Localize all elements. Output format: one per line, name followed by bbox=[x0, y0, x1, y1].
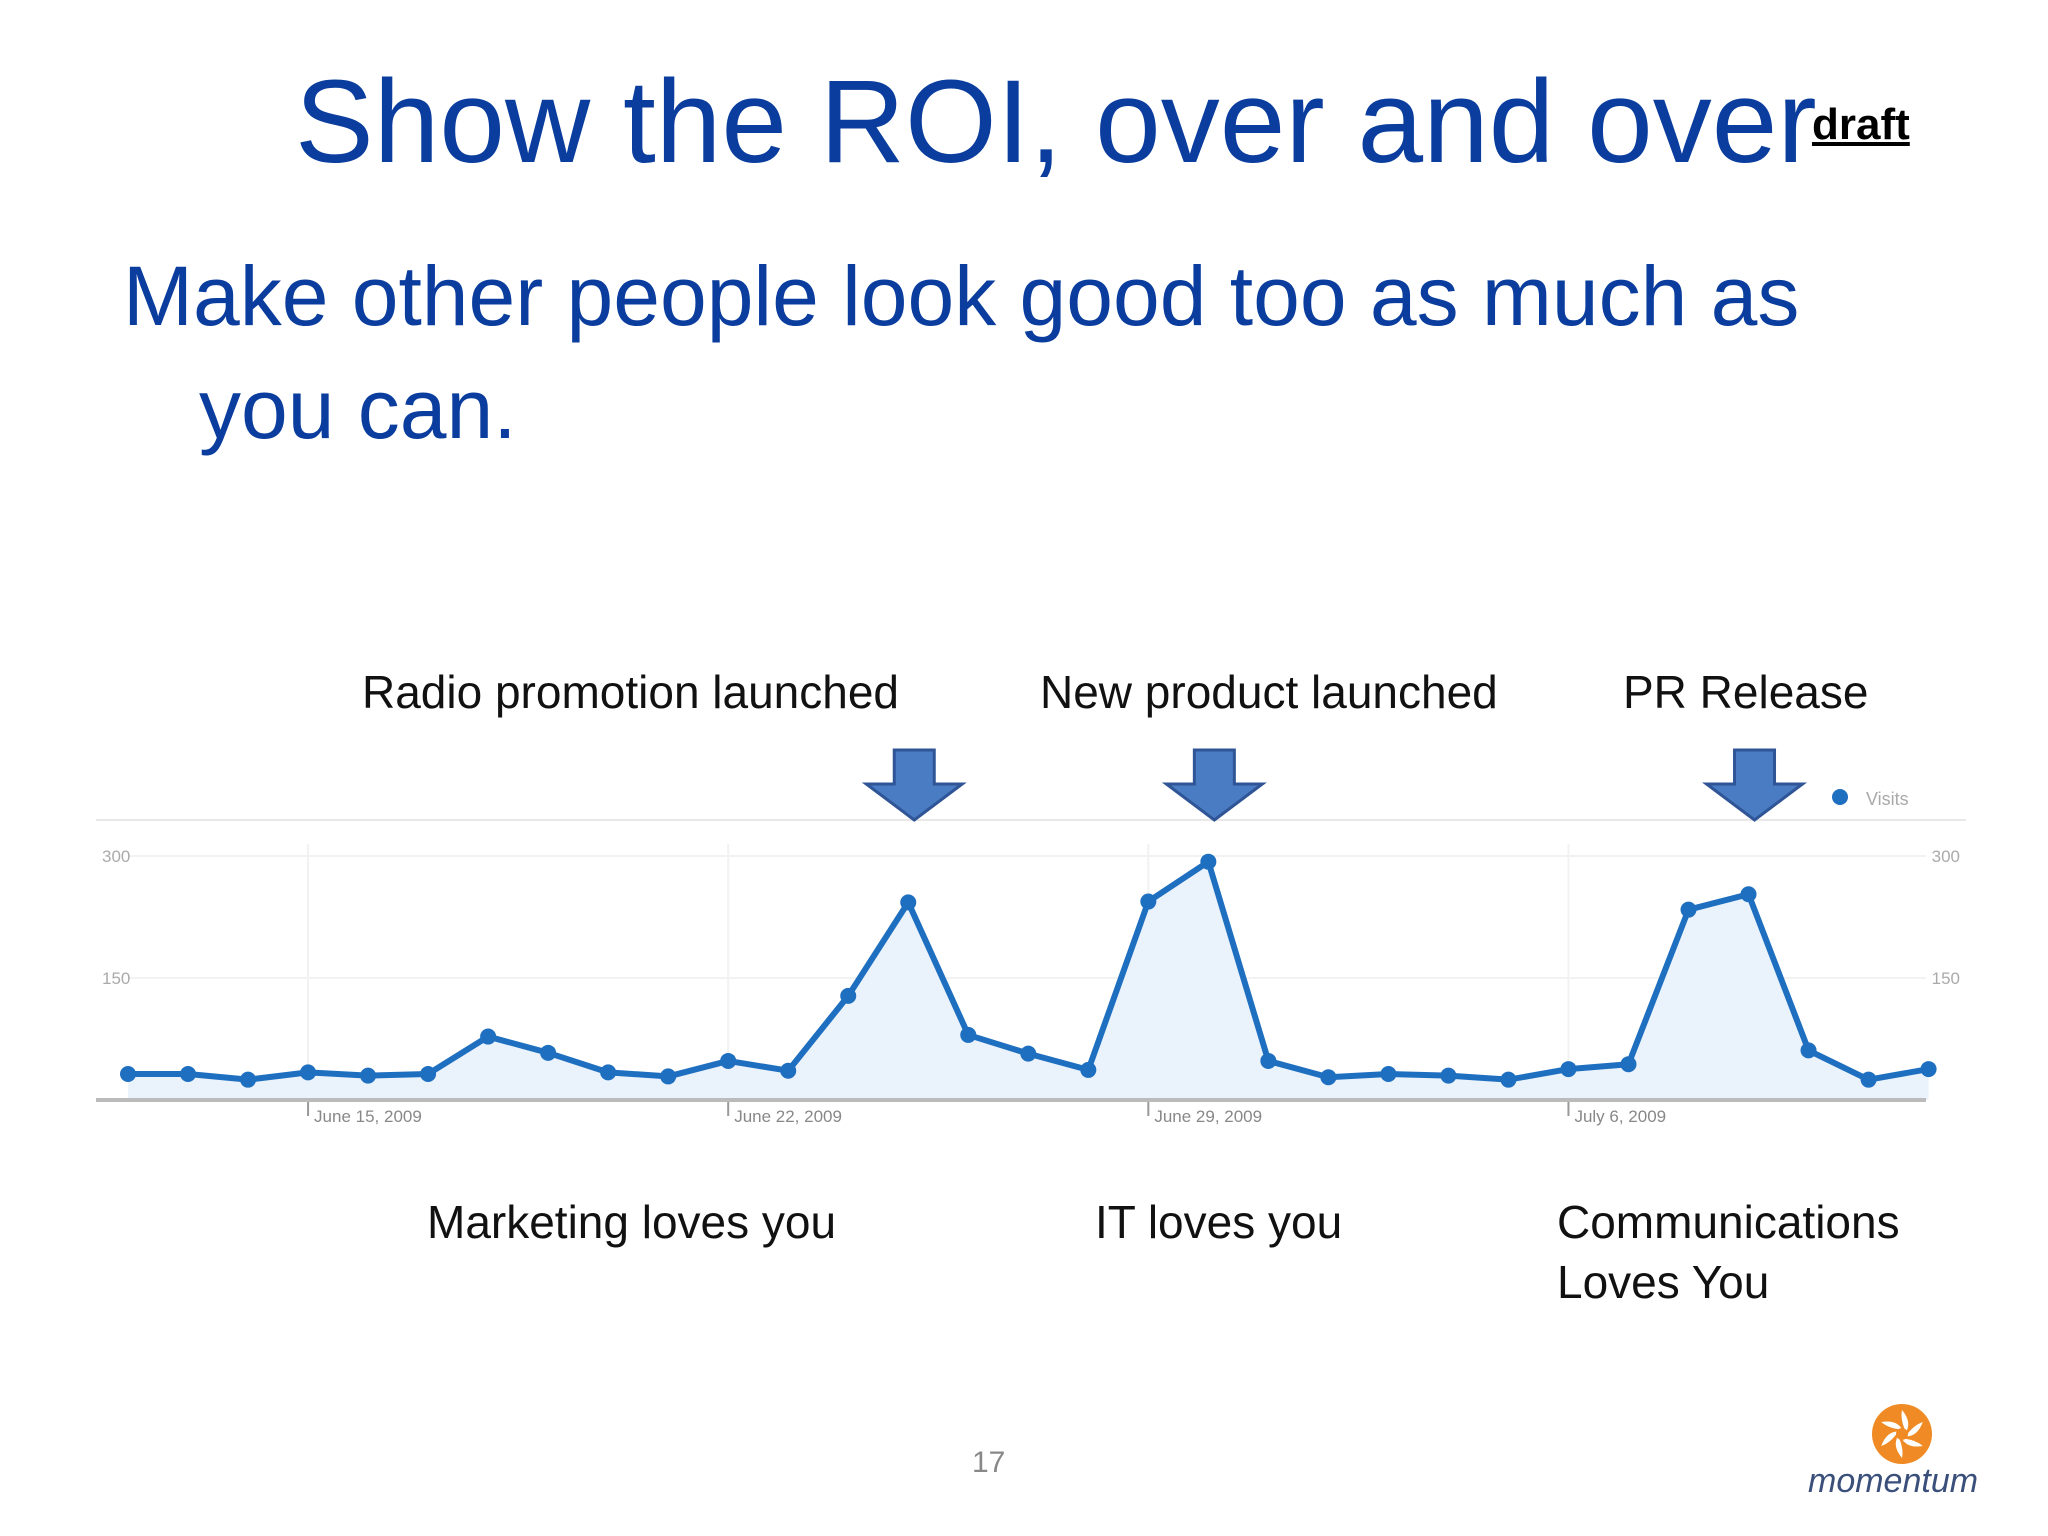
data-point bbox=[780, 1062, 797, 1079]
y-tick-label-left: 150 bbox=[102, 969, 130, 988]
data-point bbox=[1080, 1061, 1097, 1078]
annotation-new-product: New product launched bbox=[1040, 666, 1498, 718]
data-point bbox=[1260, 1052, 1277, 1069]
bullet-line-2: you can. bbox=[199, 362, 517, 456]
data-point bbox=[1500, 1071, 1517, 1088]
data-point bbox=[540, 1044, 557, 1061]
annotation-marketing: Marketing loves you bbox=[427, 1196, 837, 1248]
data-point bbox=[360, 1067, 377, 1084]
data-point bbox=[480, 1028, 497, 1045]
draft-label: draft bbox=[1812, 100, 1910, 149]
data-point bbox=[660, 1068, 677, 1085]
data-point bbox=[1920, 1061, 1937, 1078]
data-point bbox=[240, 1071, 257, 1088]
annotation-communications: Communications Loves You bbox=[1557, 1192, 1900, 1312]
data-point bbox=[120, 1065, 136, 1082]
x-tick-label: July 6, 2009 bbox=[1574, 1107, 1666, 1126]
y-tick-label-left: 300 bbox=[102, 847, 130, 866]
data-point bbox=[1740, 886, 1757, 903]
data-point bbox=[1140, 893, 1157, 910]
data-point bbox=[600, 1064, 617, 1081]
data-point bbox=[1800, 1042, 1817, 1059]
page-number: 17 bbox=[972, 1446, 1006, 1479]
data-point bbox=[420, 1065, 437, 1082]
data-point bbox=[1200, 853, 1217, 870]
data-point bbox=[900, 894, 917, 911]
annotation-radio-promotion: Radio promotion launched bbox=[362, 666, 900, 718]
annotation-it: IT loves you bbox=[1095, 1196, 1343, 1248]
momentum-logo-icon bbox=[1872, 1404, 1932, 1464]
data-point bbox=[1560, 1061, 1577, 1078]
logo-text: momentum bbox=[1808, 1462, 1979, 1500]
data-point bbox=[1380, 1065, 1397, 1082]
bullet-text: Make other people look good too as much … bbox=[123, 240, 1923, 466]
data-point bbox=[1860, 1071, 1877, 1088]
data-point bbox=[300, 1064, 317, 1081]
data-point bbox=[1680, 901, 1697, 918]
visits-chart-panel: 300 300 150 150 June 15, 2009 June 22, 2009 Ju… bbox=[96, 800, 1966, 1150]
x-tick-label: June 29, 2009 bbox=[1154, 1107, 1262, 1126]
data-point bbox=[1020, 1045, 1037, 1062]
y-tick-label-right: 300 bbox=[1932, 847, 1960, 866]
annotation-communications-line2: Loves You bbox=[1557, 1256, 1770, 1308]
y-tick-label-right: 150 bbox=[1932, 969, 1960, 988]
data-point bbox=[1440, 1067, 1457, 1084]
data-point bbox=[1320, 1069, 1337, 1086]
data-point bbox=[720, 1052, 737, 1069]
slide-title: Show the ROI, over and over bbox=[295, 56, 1817, 188]
x-tick-label: June 15, 2009 bbox=[314, 1107, 422, 1126]
bullet-line-1: Make other people look good too as much … bbox=[123, 249, 1800, 343]
visits-chart: 300 300 150 150 June 15, 2009 June 22, 2009 Ju… bbox=[96, 819, 1966, 1126]
annotation-communications-line1: Communications bbox=[1557, 1196, 1900, 1248]
data-point bbox=[960, 1026, 977, 1043]
data-point bbox=[1620, 1056, 1637, 1073]
data-point bbox=[840, 987, 857, 1004]
x-tick-label: June 22, 2009 bbox=[734, 1107, 842, 1126]
annotation-pr-release: PR Release bbox=[1623, 666, 1869, 718]
data-point bbox=[180, 1065, 197, 1082]
